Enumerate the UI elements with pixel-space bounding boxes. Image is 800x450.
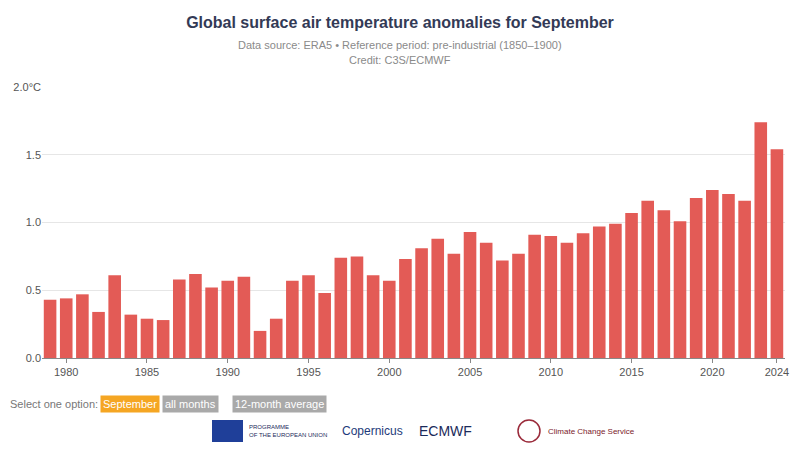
svg-text:2005: 2005 [458, 366, 482, 378]
svg-text:1995: 1995 [296, 366, 320, 378]
svg-text:Climate Change Service: Climate Change Service [548, 427, 635, 436]
svg-text:0.5: 0.5 [26, 284, 41, 296]
svg-text:PROGRAMME OF THE EUROPEAN UNIO: PROGRAMME OF THE EUROPEAN UNION [249, 424, 327, 438]
svg-text:September: September [103, 398, 157, 410]
svg-text:1985: 1985 [135, 366, 159, 378]
svg-text:Select one option:: Select one option: [10, 398, 98, 410]
svg-text:0.0: 0.0 [26, 352, 41, 364]
svg-text:Global surface air temperature: Global surface air temperature anomalies… [186, 14, 614, 31]
svg-text:2024: 2024 [765, 366, 789, 378]
svg-text:1990: 1990 [216, 366, 240, 378]
svg-text:2010: 2010 [539, 366, 563, 378]
svg-text:12-month average: 12-month average [235, 398, 324, 410]
svg-text:2.0°C: 2.0°C [13, 81, 41, 93]
svg-text:1980: 1980 [54, 366, 78, 378]
svg-text:1.5: 1.5 [26, 149, 41, 161]
svg-text:2015: 2015 [619, 366, 643, 378]
svg-text:2000: 2000 [377, 366, 401, 378]
svg-text:Credit: C3S/ECMWF: Credit: C3S/ECMWF [349, 54, 451, 66]
svg-text:1.0: 1.0 [26, 216, 41, 228]
svg-text:ECMWF: ECMWF [419, 423, 472, 439]
svg-text:all months: all months [165, 398, 216, 410]
svg-text:Copernicus: Copernicus [342, 424, 403, 438]
svg-text:2020: 2020 [700, 366, 724, 378]
svg-text:Data source: ERA5 • Reference: Data source: ERA5 • Reference period: pr… [238, 39, 562, 51]
